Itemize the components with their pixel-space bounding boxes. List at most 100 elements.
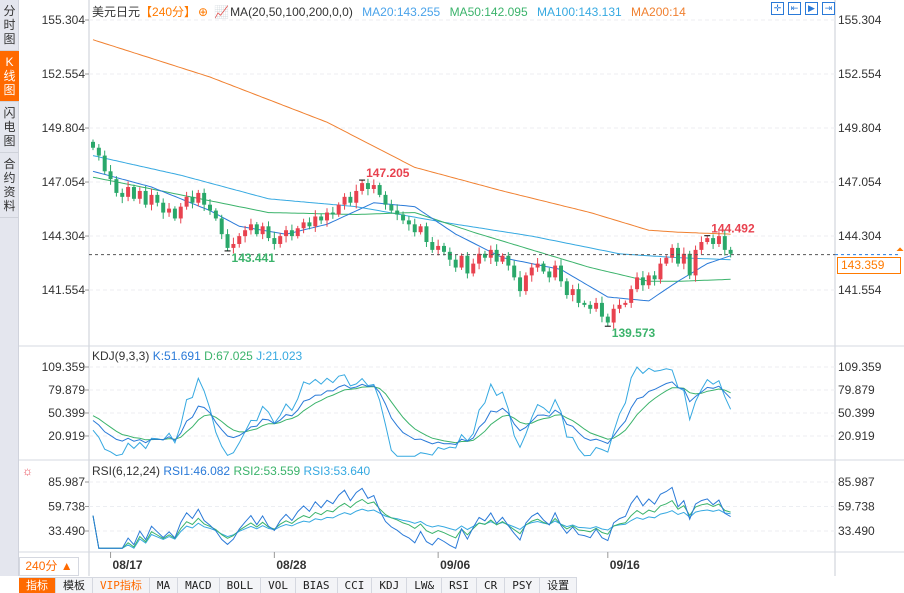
indicator-tab[interactable]: 设置: [540, 578, 578, 593]
candle-body: [213, 210, 218, 219]
candle-body: [254, 224, 259, 235]
ma200-value: MA200:14: [631, 5, 686, 19]
indicator-tab[interactable]: BIAS: [296, 578, 338, 593]
tab-kline-chart[interactable]: K线图: [0, 51, 19, 102]
candle-body: [705, 238, 710, 243]
target-icon[interactable]: ⊕: [198, 5, 209, 19]
candle-body: [424, 226, 429, 243]
candle-body: [547, 271, 552, 278]
indicator-tab[interactable]: PSY: [505, 578, 541, 593]
candle-body: [716, 236, 721, 244]
candle-body: [711, 238, 716, 244]
indicator-tab[interactable]: RSI: [442, 578, 477, 593]
kdj-title: KDJ(9,3,3): [92, 349, 150, 363]
right-tick-label: 144.304: [838, 229, 882, 243]
candle-body: [167, 208, 172, 213]
indicator-tab[interactable]: 模板: [56, 578, 93, 593]
candle-body: [108, 171, 113, 180]
tab-time-chart[interactable]: 分时图: [0, 0, 19, 51]
scroll-end-icon[interactable]: ⇥: [822, 2, 835, 15]
candle-body: [436, 245, 441, 250]
tab-contract-info[interactable]: 合约资料: [0, 153, 19, 218]
ma-setting-icon[interactable]: 📈: [214, 5, 230, 19]
indicator-tab[interactable]: KDJ: [372, 578, 408, 593]
crosshair-icon[interactable]: ✛: [771, 2, 784, 15]
ma20-line: [92, 170, 731, 302]
candle-body: [681, 253, 686, 264]
kdj-j-line: [92, 366, 732, 457]
indicator-tab[interactable]: CCI: [338, 578, 373, 593]
indicator-tab[interactable]: MACD: [178, 578, 220, 593]
right-tick-label: 85.987: [838, 475, 875, 489]
candle-body: [272, 238, 277, 244]
candle-body: [377, 185, 382, 195]
candle-body: [301, 222, 306, 229]
indicator-bar: 指标 模板 VIP指标 MA MACD BOLL VOL BIAS CCI KDJ LW& RSI CR…: [19, 577, 578, 593]
date-label: 08/17: [113, 558, 143, 572]
candle-body: [91, 141, 95, 148]
candle-body: [389, 204, 394, 211]
indicator-tab[interactable]: MA: [150, 578, 179, 593]
candle-body: [465, 255, 470, 274]
candle-body: [178, 206, 183, 219]
main-legend: 美元日元【240分】 ⊕ 📈MA(20,50,100,200,0,0) MA20:1…: [92, 3, 692, 20]
zoom-fit-icon[interactable]: ⇤: [788, 2, 801, 15]
indicator-tab[interactable]: VOL: [261, 578, 296, 593]
ma50-line: [92, 176, 731, 282]
extreme-label-high2: 144.492: [711, 222, 755, 236]
candle-body: [699, 242, 704, 250]
tab-flash-chart[interactable]: 闪电图: [0, 102, 19, 153]
candle-body: [406, 220, 411, 225]
rsi2-line: [92, 498, 731, 549]
candle-body: [687, 253, 692, 276]
candle-body: [640, 277, 645, 286]
candle-body: [196, 192, 201, 203]
sidebar: 分时图 K线图 闪电图 合约资料: [0, 0, 19, 576]
candle-body: [155, 194, 160, 203]
candle-body: [354, 190, 359, 203]
left-tick-label: 144.304: [42, 229, 86, 243]
candle-body: [670, 247, 675, 258]
ma-setting[interactable]: MA(20,50,100,200,0,0): [230, 5, 353, 19]
candle-body: [518, 277, 523, 292]
right-tick-label: 147.054: [838, 175, 882, 189]
rsi-settings-icon[interactable]: ☼: [22, 464, 33, 478]
candle-body: [371, 185, 376, 189]
candle-body: [284, 230, 289, 237]
candle-body: [588, 304, 593, 309]
indicator-tab[interactable]: LW&: [407, 578, 443, 593]
candle-body: [307, 222, 312, 227]
candle-body: [248, 224, 253, 231]
kdj-legend: KDJ(9,3,3) K:51.691 D:67.025 J:21.023: [92, 349, 302, 363]
indicator-tab[interactable]: 指标: [19, 578, 56, 593]
candle-body: [459, 255, 464, 268]
candle-body: [184, 196, 189, 207]
candle-body: [506, 255, 511, 266]
indicator-tab[interactable]: BOLL: [220, 578, 262, 593]
right-tick-label: 149.804: [838, 121, 882, 135]
candle-body: [477, 253, 482, 264]
period-selector[interactable]: 240分 ▲: [19, 557, 79, 576]
indicator-tab[interactable]: CR: [477, 578, 506, 593]
rsi2: RSI2:53.559: [233, 464, 301, 478]
candle-body: [482, 253, 487, 258]
rsi3-line: [92, 508, 731, 549]
left-tick-label: 149.804: [42, 121, 86, 135]
right-tick-label: 152.554: [838, 67, 882, 81]
candle-body: [401, 214, 406, 221]
right-tick-label: 155.304: [838, 13, 882, 27]
indicator-tab[interactable]: VIP指标: [93, 578, 150, 593]
candle-body: [488, 249, 493, 258]
candle-body: [541, 263, 546, 272]
candle-body: [260, 226, 265, 235]
right-tick-label: 50.399: [838, 406, 875, 420]
candle-body: [430, 242, 435, 250]
candle-body: [529, 267, 534, 276]
candle-body: [114, 179, 119, 193]
kdj-k-line: [92, 381, 731, 446]
candle-body: [237, 236, 242, 244]
play-forward-icon[interactable]: ▶: [805, 2, 818, 15]
candle-body: [278, 236, 283, 244]
candle-body: [447, 251, 452, 260]
